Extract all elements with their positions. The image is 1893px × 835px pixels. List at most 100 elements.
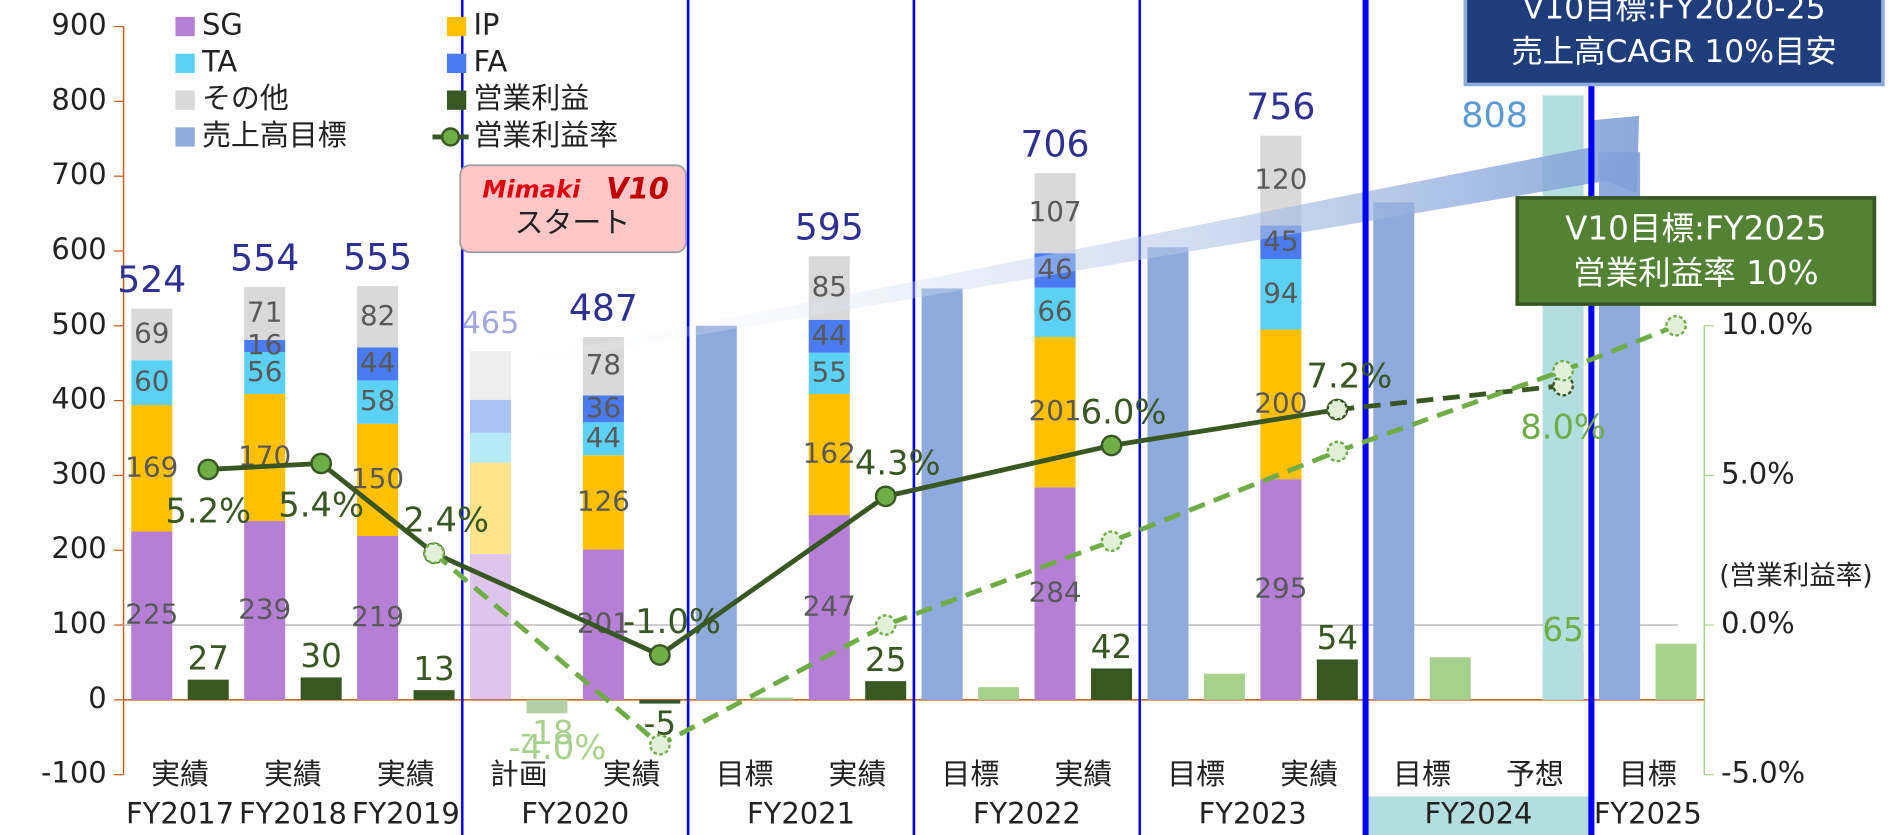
rate-label: 6.0% <box>1081 393 1167 432</box>
x-tick-label: 予想 <box>1506 757 1564 791</box>
stack-segment <box>357 286 399 348</box>
legend-swatch <box>175 53 195 74</box>
total-label: 487 <box>569 286 638 329</box>
legend-swatch <box>446 53 467 74</box>
segment-label: 36 <box>586 391 621 424</box>
segment-label: 44 <box>812 318 847 351</box>
rate-marker <box>649 644 671 666</box>
y-tick-label: 400 <box>51 382 106 416</box>
stack-segment <box>582 422 624 456</box>
legend-label: FA <box>473 44 507 78</box>
segment-label: 247 <box>803 589 856 622</box>
segment-label: 120 <box>1254 163 1307 196</box>
y-tick-label: -100 <box>41 756 107 790</box>
profit-label: 25 <box>865 641 906 679</box>
rate-label: 4.3% <box>855 443 941 482</box>
stack-segment <box>470 462 512 554</box>
x-tick-label: 実績 <box>151 757 209 791</box>
legend-label: 営業利益率 <box>473 118 618 152</box>
rate-marker <box>423 542 445 565</box>
x-tick-label: 目標 <box>1619 757 1677 791</box>
segment-label: 44 <box>586 421 621 454</box>
stack-segment <box>808 319 850 353</box>
y-tick-label: 100 <box>51 606 106 640</box>
segment-label: 46 <box>1037 252 1072 285</box>
segment-label: 201 <box>1029 394 1082 427</box>
segment-label: 150 <box>351 462 404 495</box>
stack-segment <box>1034 487 1076 700</box>
segment-label: 58 <box>360 384 395 417</box>
stack-segment <box>470 432 512 463</box>
group-highlight-label-bg <box>1365 796 1592 835</box>
y2-tick-label: 10.0% <box>1721 307 1813 341</box>
total-label: 555 <box>343 236 412 279</box>
profit-label: -18 <box>520 714 573 752</box>
stack-segment <box>1260 259 1302 330</box>
target-bar <box>921 288 963 700</box>
profit-bar <box>1203 673 1245 700</box>
rate-marker <box>1326 398 1349 421</box>
x-tick-label: 実績 <box>1280 757 1338 791</box>
segment-label: 225 <box>125 598 178 631</box>
profit-bar <box>1090 668 1133 700</box>
start-badge <box>459 164 687 254</box>
rate-label: -4.0% <box>508 728 606 767</box>
profit-bar <box>1429 657 1471 700</box>
segment-label: 69 <box>134 316 169 349</box>
total-label: 595 <box>795 206 864 249</box>
group-highlight <box>1362 0 1595 835</box>
y-tick-label: 300 <box>51 456 106 490</box>
x-tick-label: 実績 <box>603 757 661 791</box>
profit-label: 27 <box>188 639 229 677</box>
x-tick-label: 実績 <box>264 757 322 791</box>
group-label: FY2023 <box>1199 797 1307 831</box>
segment-label: 169 <box>125 450 178 483</box>
rate-label: -1.0% <box>623 602 721 641</box>
profit-label: 54 <box>1317 619 1358 657</box>
rate-marker <box>1552 359 1574 382</box>
x-tick-label: 目標 <box>941 757 999 791</box>
y2-axis-label: (営業利益率) <box>1719 560 1872 591</box>
total-label: 524 <box>117 258 186 301</box>
group-label: FY2020 <box>521 797 629 831</box>
x-tick-label: 実績 <box>829 757 887 791</box>
stack-segment <box>244 393 286 522</box>
profit-bar <box>865 681 907 700</box>
segment-label: 239 <box>238 592 291 625</box>
start-text: スタート <box>515 205 631 239</box>
target-bar <box>1147 247 1189 700</box>
y-tick-label: 0 <box>88 681 106 715</box>
profit-bar <box>187 679 229 700</box>
rate-marker <box>649 733 671 756</box>
sales-goal-line: 売上高CAGR 10%目安 <box>1511 34 1836 70</box>
segment-label: 85 <box>812 270 847 303</box>
growth-arrow <box>507 115 1640 366</box>
segment-label: 66 <box>1037 294 1072 327</box>
y2-tick-label: -5.0% <box>1721 756 1805 790</box>
segment-label: 44 <box>360 346 395 379</box>
segment-label: 56 <box>247 355 282 388</box>
profit-bar <box>752 697 794 700</box>
segment-label: 45 <box>1263 224 1298 257</box>
x-tick-label: 実績 <box>377 757 435 791</box>
stack-segment <box>131 360 173 406</box>
stack-segment <box>131 531 173 700</box>
group-label: FY2025 <box>1594 797 1702 831</box>
profit-bar <box>413 690 455 700</box>
stack-segment <box>582 455 624 550</box>
segment-label: 284 <box>1029 576 1082 609</box>
marks-layer <box>131 95 1697 714</box>
rate-marker <box>874 614 897 636</box>
profit-goal-line: V10目標:FY2025 <box>1565 209 1826 247</box>
stack-segment <box>808 393 850 516</box>
profit-bar <box>300 677 342 700</box>
profit-goal-line: 営業利益率 10% <box>1573 254 1819 292</box>
y-tick-label: 900 <box>51 8 106 42</box>
rate-line <box>1337 383 1564 412</box>
x-tick-label: 実績 <box>1054 757 1112 791</box>
group-label: FY2024 <box>1424 797 1532 831</box>
start-mark: V10 <box>606 172 669 206</box>
rate-label: 2.4% <box>403 500 489 539</box>
